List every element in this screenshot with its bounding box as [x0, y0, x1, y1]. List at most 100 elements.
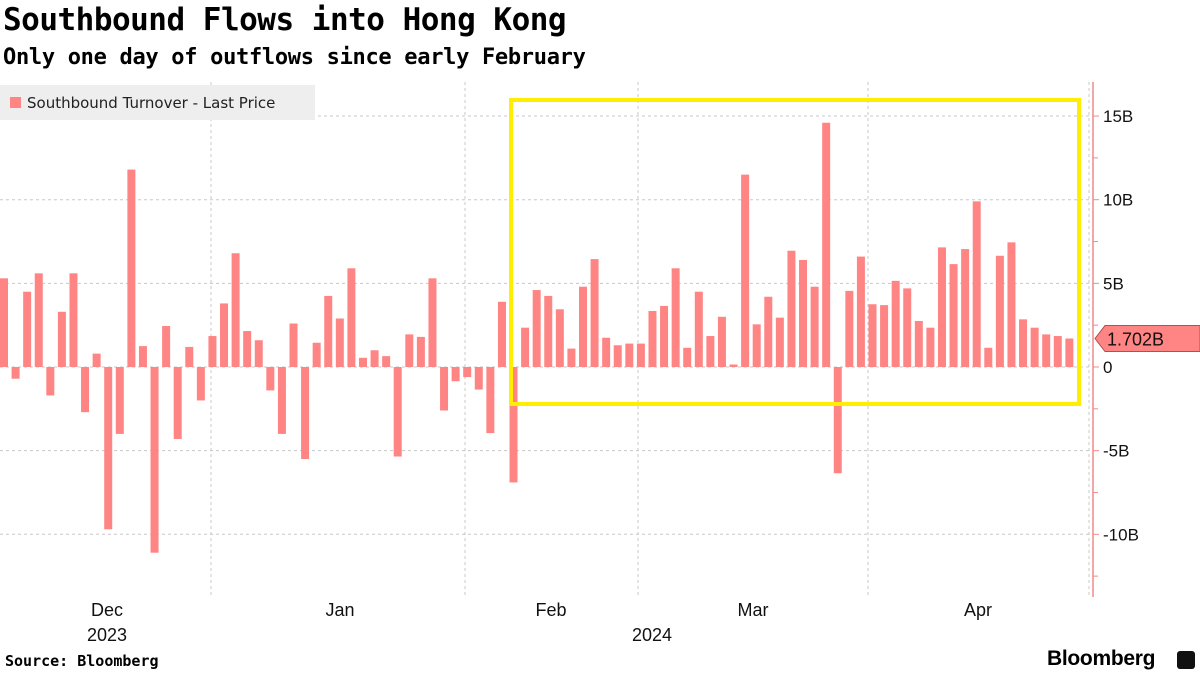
bar [648, 310, 657, 367]
bar [162, 326, 171, 367]
bar [382, 356, 391, 367]
y-tick-label: 15B [1103, 107, 1133, 126]
bar [1030, 327, 1039, 367]
bar [868, 304, 877, 367]
bar [694, 291, 703, 367]
bar [903, 288, 912, 367]
bar [347, 268, 356, 367]
bar [891, 280, 900, 367]
bar [428, 278, 437, 367]
bar [995, 255, 1004, 367]
bar [544, 295, 553, 367]
x-month-label: Feb [535, 600, 566, 620]
bar [521, 327, 530, 367]
bar [497, 301, 506, 367]
bar [1042, 334, 1051, 367]
bar [254, 340, 263, 367]
bar [138, 346, 147, 367]
bar [335, 318, 344, 367]
bar [451, 367, 460, 382]
bar [173, 367, 182, 439]
bar [787, 250, 796, 367]
bar [555, 309, 564, 367]
y-tick-label: -5B [1103, 442, 1129, 461]
bar [34, 273, 43, 367]
bar [509, 367, 518, 483]
bar [266, 367, 275, 391]
bar [104, 367, 113, 530]
bloomberg-logo: Bloomberg [1047, 647, 1156, 670]
bar [185, 346, 194, 367]
legend: Southbound Turnover - Last Price [0, 85, 315, 120]
bar [799, 259, 808, 367]
bar [532, 290, 541, 367]
bar [69, 273, 78, 367]
legend-swatch [10, 97, 21, 108]
bar [567, 348, 576, 367]
legend-label: Southbound Turnover - Last Price [27, 93, 276, 112]
bar [231, 253, 240, 367]
y-tick-label: 0 [1103, 358, 1112, 377]
bar [11, 367, 20, 379]
bar [822, 122, 831, 367]
bar [393, 367, 402, 457]
bar [474, 367, 483, 390]
bar [1019, 319, 1028, 367]
bar [613, 345, 622, 367]
bar [46, 367, 55, 396]
bar [741, 174, 750, 367]
bar [775, 317, 784, 367]
bar [683, 347, 692, 367]
bar [937, 247, 946, 367]
y-tick-label: -10B [1103, 525, 1139, 544]
bar [625, 343, 634, 367]
x-month-label: Dec [91, 600, 123, 620]
source-note: Source: Bloomberg [5, 652, 159, 670]
bar [440, 367, 449, 411]
bar [926, 327, 935, 367]
bar [706, 336, 715, 367]
y-tick-label: 10B [1103, 191, 1133, 210]
bar [486, 367, 495, 434]
x-month-label: Mar [738, 600, 769, 620]
highlight-box [509, 98, 1081, 406]
bar [671, 268, 680, 367]
bar [729, 364, 738, 367]
bar [416, 336, 425, 367]
bar [856, 256, 865, 367]
bar [1007, 242, 1016, 367]
bar [984, 347, 993, 367]
bar [1065, 338, 1074, 367]
bar [115, 367, 124, 434]
bar [752, 324, 761, 367]
bar [301, 367, 310, 460]
bar [405, 334, 414, 367]
chart-title: Southbound Flows into Hong Kong [3, 2, 567, 38]
bar [81, 367, 90, 413]
bar [972, 201, 981, 367]
bar [277, 367, 286, 434]
x-month-label: Apr [964, 600, 992, 620]
y-tick-label: 5B [1103, 274, 1124, 293]
bar [602, 337, 611, 367]
bar [92, 353, 101, 367]
bar [1053, 336, 1062, 367]
x-month-label: Jan [325, 600, 354, 620]
bar [127, 169, 136, 367]
bar [810, 286, 819, 367]
bar [23, 291, 32, 367]
bar [845, 290, 854, 367]
chart-subtitle: Only one day of outflows since early Feb… [3, 45, 586, 70]
last-value-label: 1.702B [1107, 330, 1164, 350]
bar [370, 350, 379, 367]
bar [150, 367, 159, 553]
bar [764, 296, 773, 367]
bar [949, 264, 958, 367]
x-year-label: 2024 [632, 625, 672, 645]
bar [717, 316, 726, 367]
bar [312, 342, 321, 367]
bar [57, 311, 66, 367]
bar [579, 286, 587, 367]
bar [208, 336, 217, 367]
